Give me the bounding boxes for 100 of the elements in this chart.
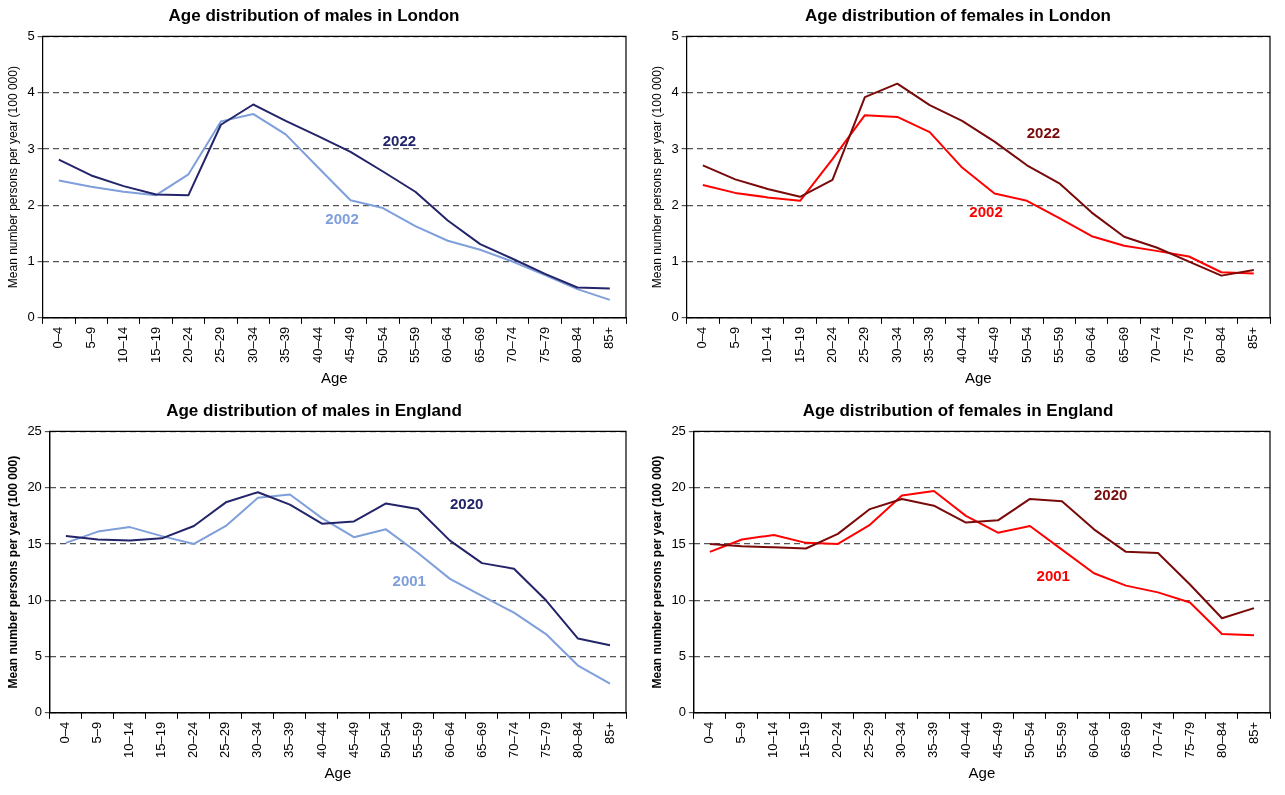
x-tick-label: 0–4 <box>57 721 73 744</box>
y-axis-title: Mean number persons per year (100 000) <box>649 66 664 289</box>
x-tick-label: 20–24 <box>185 721 201 759</box>
x-tick-label: 25–29 <box>856 326 872 364</box>
y-tick-label: 4 <box>27 84 35 100</box>
x-tick-label: 75–79 <box>536 326 552 364</box>
x-tick-label: 80–84 <box>1212 326 1228 364</box>
x-tick-label: 55–59 <box>409 721 425 759</box>
series-label: 2020 <box>449 495 484 513</box>
x-tick-label: 35–39 <box>921 326 937 364</box>
x-axis-title: Age <box>320 369 348 387</box>
x-tick-label: 60–64 <box>441 721 457 759</box>
x-tick-label: 65–69 <box>1115 326 1131 364</box>
x-tick-label: 40–44 <box>957 721 973 759</box>
x-tick-label: 45–49 <box>986 326 1002 364</box>
y-tick-label: 2 <box>671 196 679 212</box>
y-tick-label: 4 <box>671 84 679 100</box>
x-tick-label: 40–44 <box>313 721 329 759</box>
y-axis-title: Mean number persons per year (100 000) <box>5 66 20 289</box>
y-tick-label: 1 <box>27 253 35 269</box>
chart-title: Age distribution of females in England <box>802 400 1114 420</box>
x-tick-label: 70–74 <box>504 326 520 364</box>
x-tick-label: 85+ <box>601 721 617 744</box>
x-tick-label: 45–49 <box>342 326 358 364</box>
x-tick-label: 65–69 <box>471 326 487 364</box>
x-tick-label: 85+ <box>1245 721 1261 744</box>
y-tick-label: 25 <box>671 422 686 438</box>
x-tick-label: 40–44 <box>309 326 325 364</box>
x-tick-label: 75–79 <box>1181 721 1197 759</box>
x-tick-label: 35–39 <box>281 721 297 759</box>
x-tick-label: 10–14 <box>759 326 775 364</box>
x-tick-label: 5–9 <box>726 326 742 349</box>
x-tick-label: 80–84 <box>1213 721 1229 759</box>
x-tick-label: 50–54 <box>1018 326 1034 364</box>
x-tick-label: 35–39 <box>925 721 941 759</box>
chart-title: Age distribution of females in London <box>805 5 1111 25</box>
y-tick-label: 20 <box>27 479 42 495</box>
y-tick-label: 15 <box>27 535 42 551</box>
x-tick-label: 80–84 <box>568 326 584 364</box>
x-tick-label: 50–54 <box>377 721 393 759</box>
chart-title: Age distribution of males in England <box>166 400 462 420</box>
x-tick-label: 40–44 <box>953 326 969 364</box>
y-tick-label: 3 <box>27 140 35 156</box>
x-tick-label: 60–64 <box>1085 721 1101 759</box>
x-tick-label: 85+ <box>1245 326 1261 349</box>
y-tick-label: 5 <box>27 27 35 43</box>
x-tick-label: 45–49 <box>345 721 361 759</box>
x-tick-label: 60–64 <box>439 326 455 364</box>
y-tick-label: 0 <box>678 704 686 720</box>
x-tick-label: 70–74 <box>505 721 521 759</box>
x-tick-label: 75–79 <box>537 721 553 759</box>
x-tick-label: 50–54 <box>1021 721 1037 759</box>
y-tick-label: 5 <box>671 27 679 43</box>
x-tick-label: 50–54 <box>374 326 390 364</box>
x-axis-title: Age <box>964 369 992 387</box>
x-tick-label: 20–24 <box>824 326 840 364</box>
chart-title: Age distribution of males in London <box>168 5 460 25</box>
x-tick-label: 10–14 <box>121 721 137 759</box>
x-tick-label: 55–59 <box>1053 721 1069 759</box>
x-tick-label: 70–74 <box>1148 326 1164 364</box>
x-tick-label: 30–34 <box>244 326 260 364</box>
x-tick-label: 45–49 <box>989 721 1005 759</box>
y-axis-title: Mean number persons per year (100 000) <box>649 455 664 689</box>
x-tick-label: 75–79 <box>1180 326 1196 364</box>
series-label: 2002 <box>325 209 359 227</box>
x-tick-label: 5–9 <box>89 721 105 744</box>
series-label: 2001 <box>1036 567 1070 585</box>
y-tick-label: 0 <box>671 309 679 325</box>
x-tick-label: 0–4 <box>50 326 66 349</box>
x-tick-label: 10–14 <box>765 721 781 759</box>
x-tick-label: 30–34 <box>249 721 265 759</box>
x-axis-title: Age <box>968 764 996 782</box>
series-label: 2002 <box>969 202 1003 220</box>
y-tick-label: 0 <box>34 704 42 720</box>
x-tick-label: 30–34 <box>893 721 909 759</box>
x-tick-label: 70–74 <box>1149 721 1165 759</box>
y-axis-title: Mean number persons per year (100 000) <box>5 455 20 689</box>
x-tick-label: 55–59 <box>406 326 422 364</box>
x-tick-label: 0–4 <box>694 326 710 349</box>
series-label: 2020 <box>1093 485 1128 503</box>
y-tick-label: 0 <box>27 309 35 325</box>
series-label: 2022 <box>382 132 417 150</box>
x-tick-label: 10–14 <box>115 326 131 364</box>
x-tick-label: 60–64 <box>1083 326 1099 364</box>
x-tick-label: 35–39 <box>277 326 293 364</box>
x-tick-label: 65–69 <box>473 721 489 759</box>
y-tick-label: 20 <box>671 479 686 495</box>
y-tick-label: 5 <box>34 648 42 664</box>
y-tick-label: 10 <box>671 591 686 607</box>
x-tick-label: 80–84 <box>569 721 585 759</box>
x-tick-label: 20–24 <box>180 326 196 364</box>
x-tick-label: 25–29 <box>217 721 233 759</box>
y-tick-label: 10 <box>27 591 42 607</box>
x-tick-label: 15–19 <box>147 326 163 364</box>
y-tick-label: 3 <box>671 140 679 156</box>
x-tick-label: 20–24 <box>829 721 845 759</box>
x-tick-label: 0–4 <box>701 721 717 744</box>
y-tick-label: 5 <box>678 648 686 664</box>
y-tick-label: 25 <box>27 422 42 438</box>
x-tick-label: 25–29 <box>861 721 877 759</box>
